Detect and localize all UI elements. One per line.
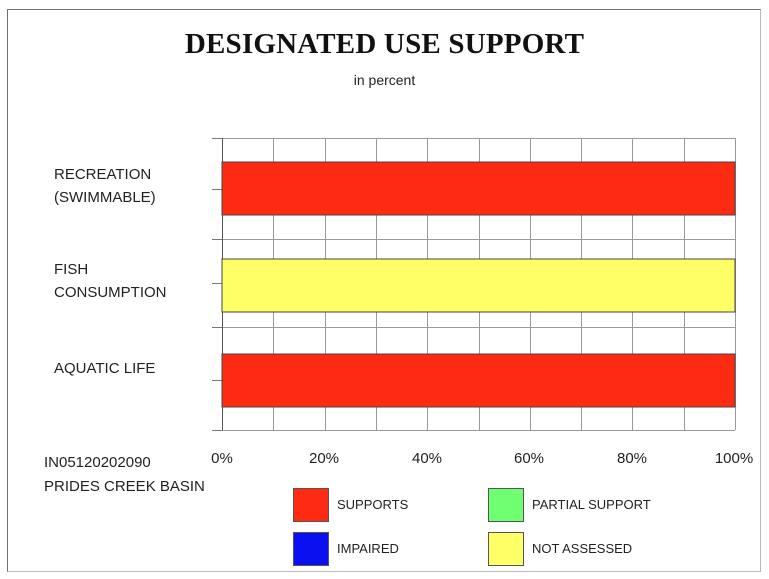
legend-swatch xyxy=(488,488,524,522)
chart-title: DESIGNATED USE SUPPORT xyxy=(184,28,585,60)
category-label-line: FISH xyxy=(54,261,89,278)
category-label-aquatic-life: AQUATIC LIFE xyxy=(54,357,155,380)
x-tick-label: 20% xyxy=(308,450,340,467)
category-label-recreation: RECREATION (SWIMMABLE) xyxy=(54,163,156,209)
legend-label: SUPPORTS xyxy=(337,497,409,512)
x-tick-label: 80% xyxy=(616,450,648,467)
category-label-line: (SWIMMABLE) xyxy=(54,189,156,206)
legend-item-supports: SUPPORTS xyxy=(293,488,473,522)
legend-swatch xyxy=(293,488,329,522)
legend-label: NOT ASSESSED xyxy=(532,541,633,556)
legend-item-impaired: IMPAIRED xyxy=(293,532,473,566)
category-label-line: RECREATION xyxy=(54,166,152,183)
legend-label: IMPAIRED xyxy=(337,541,399,556)
legend-swatch xyxy=(488,532,524,566)
x-tick-label: 100% xyxy=(714,450,754,467)
basin-code: IN05120202090 xyxy=(44,454,151,471)
bar-segment xyxy=(221,353,736,408)
x-tick-label: 60% xyxy=(513,450,545,467)
basin-name: PRIDES CREEK BASIN xyxy=(44,478,205,495)
x-tick-label: 40% xyxy=(411,450,443,467)
legend-swatch xyxy=(293,532,329,566)
legend-item-not-assessed: NOT ASSESSED xyxy=(488,532,688,566)
chart-subtitle: in percent xyxy=(353,72,416,88)
bar-segment xyxy=(221,258,736,313)
legend-label: PARTIAL SUPPORT xyxy=(532,497,651,512)
category-label-fish-consumption: FISH CONSUMPTION xyxy=(54,258,167,304)
category-label-line: CONSUMPTION xyxy=(54,284,167,301)
bar-segment xyxy=(221,161,736,216)
legend-item-partial-support: PARTIAL SUPPORT xyxy=(488,488,688,522)
x-tick-label: 0% xyxy=(211,450,233,467)
category-label-line: AQUATIC LIFE xyxy=(54,360,156,377)
